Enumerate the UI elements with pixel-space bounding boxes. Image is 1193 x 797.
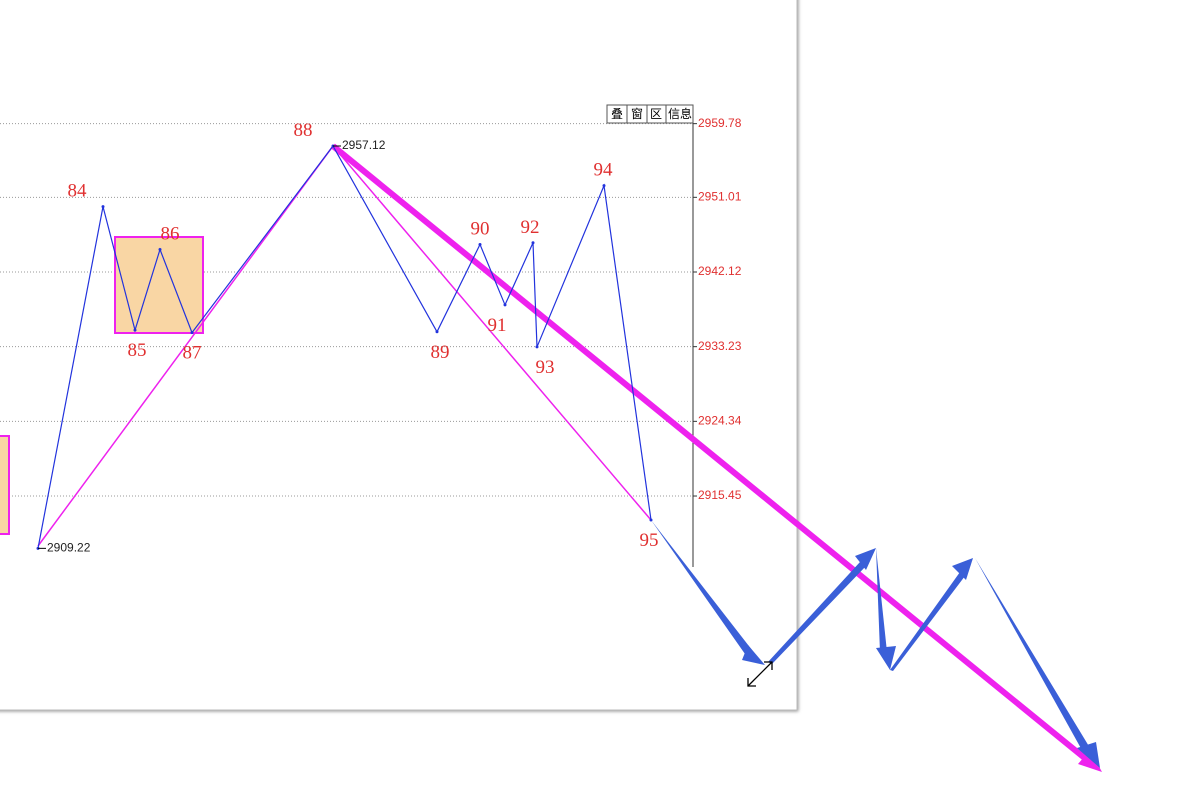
y-tick-label: 2915.45 [698, 488, 742, 502]
y-tick-label: 2951.01 [698, 189, 742, 203]
pivot [649, 518, 653, 522]
projection [651, 520, 1100, 768]
pivot [478, 242, 482, 246]
wave-label: 94 [594, 160, 614, 181]
toolbar-button[interactable]: 叠 [611, 107, 623, 121]
toolbar-button[interactable]: 信息 [668, 106, 692, 121]
wave-label: 90 [471, 218, 490, 239]
wave-label: 93 [536, 357, 555, 378]
y-tick-label: 2933.23 [698, 339, 742, 353]
pivot [602, 184, 606, 188]
resize-cursor [747, 661, 773, 687]
pivot [190, 331, 194, 335]
trend-arrow [331, 143, 1094, 767]
trend-line [37, 145, 334, 547]
trend-line [332, 145, 652, 521]
wave-label: 88 [294, 120, 313, 141]
wave-label: 87 [183, 343, 202, 364]
pivot [503, 303, 507, 307]
wave-label: 92 [521, 217, 540, 238]
pivot [535, 345, 539, 349]
range-box [0, 435, 10, 535]
toolbar: 叠 窗 区 信息 [606, 104, 694, 124]
y-tick-label: 2959.78 [698, 116, 742, 130]
y-tick-label: 2924.34 [698, 414, 742, 428]
pivot [435, 330, 439, 334]
pivot [158, 247, 162, 251]
wave-label: 86 [161, 223, 180, 244]
toolbar-button[interactable]: 窗 [631, 107, 643, 121]
toolbar-button[interactable]: 区 [650, 107, 662, 121]
wave-label: 95 [640, 530, 659, 551]
arrow-head [1078, 750, 1102, 772]
pivot [101, 205, 105, 209]
pivot [133, 328, 137, 332]
pivot [531, 241, 535, 245]
price-label: 2909.22 [47, 541, 91, 555]
wave-label: 91 [488, 315, 507, 336]
price-label: 2957.12 [342, 138, 386, 152]
y-tick-label: 2942.12 [698, 264, 742, 278]
wave-label: 84 [68, 181, 88, 202]
wave-label: 85 [128, 340, 147, 361]
wave-label: 89 [431, 342, 450, 363]
